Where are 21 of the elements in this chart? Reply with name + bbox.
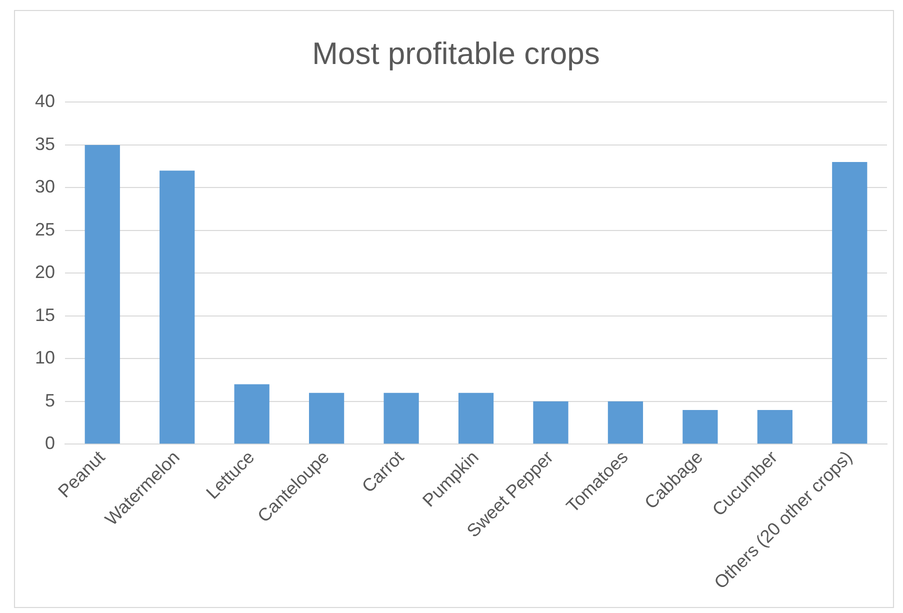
- bar: [84, 144, 120, 444]
- y-tick-label: 30: [34, 176, 56, 197]
- y-tick-label: 10: [34, 348, 56, 368]
- chart-title: Most profitable crops: [312, 36, 600, 72]
- bar: [160, 170, 195, 444]
- bar: [608, 401, 644, 444]
- bar: [757, 410, 792, 444]
- bar: [234, 384, 270, 444]
- bar: [458, 392, 494, 444]
- bar: [682, 410, 718, 444]
- bar: [533, 401, 568, 444]
- y-tick-label: 0: [45, 433, 56, 454]
- bar: [832, 162, 868, 444]
- y-tick-label: 25: [34, 219, 56, 240]
- bar: [309, 392, 344, 444]
- y-tick-label: 15: [34, 304, 56, 325]
- y-tick-label: 5: [45, 390, 56, 410]
- y-tick-label: 20: [34, 262, 56, 282]
- bar: [384, 392, 419, 444]
- y-tick-label: 40: [34, 91, 56, 112]
- y-tick-label: 35: [34, 134, 56, 154]
